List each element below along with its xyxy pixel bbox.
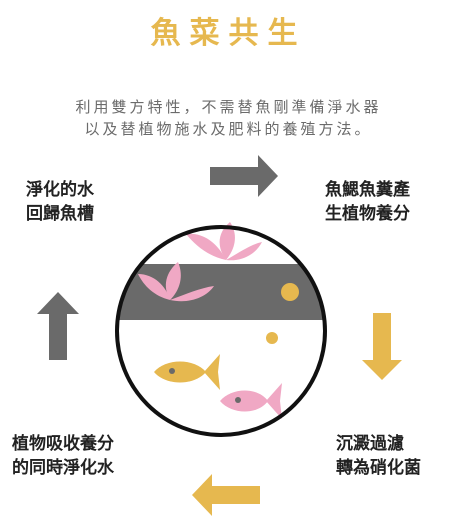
fish-icon (220, 383, 282, 419)
step-label-filtration: 沉澱過濾 轉為硝化菌 (336, 432, 421, 480)
arrow-up-icon (37, 292, 79, 360)
step-label-line: 淨化的水 (26, 180, 94, 200)
diagram-subtitle: 利用雙方特性，不需替魚剛準備淨水器 以及替植物施水及肥料的養殖方法。 (0, 96, 457, 140)
fish-icon (154, 354, 220, 390)
subtitle-line-1: 利用雙方特性，不需替魚剛準備淨水器 (75, 98, 382, 116)
step-label-line: 回歸魚槽 (26, 204, 94, 224)
subtitle-line-2: 以及替植物施水及肥料的養殖方法。 (84, 120, 373, 138)
step-label-line: 的同時淨化水 (12, 458, 114, 478)
step-label-line: 生植物養分 (325, 204, 410, 224)
arrow-down-icon (362, 313, 402, 380)
arrow-left-icon (192, 474, 260, 516)
nutrient-dot (266, 332, 278, 344)
step-label-line: 植物吸收養分 (12, 434, 114, 454)
step-label-line: 沉澱過濾 (336, 434, 404, 454)
step-label-line: 轉為硝化菌 (336, 458, 421, 478)
lotus-icon (138, 222, 262, 302)
step-label-return-water: 淨化的水 回歸魚槽 (26, 178, 94, 226)
aquaponics-tank (115, 222, 327, 437)
step-label-plant-absorption: 植物吸收養分 的同時淨化水 (12, 432, 114, 480)
nutrient-dot (281, 283, 299, 301)
arrow-right-icon (210, 155, 278, 197)
diagram-title: 魚菜共生 (150, 16, 307, 51)
step-label-fish-waste: 魚鰓魚糞產 生植物養分 (325, 178, 410, 226)
step-label-line: 魚鰓魚糞產 (325, 180, 410, 200)
